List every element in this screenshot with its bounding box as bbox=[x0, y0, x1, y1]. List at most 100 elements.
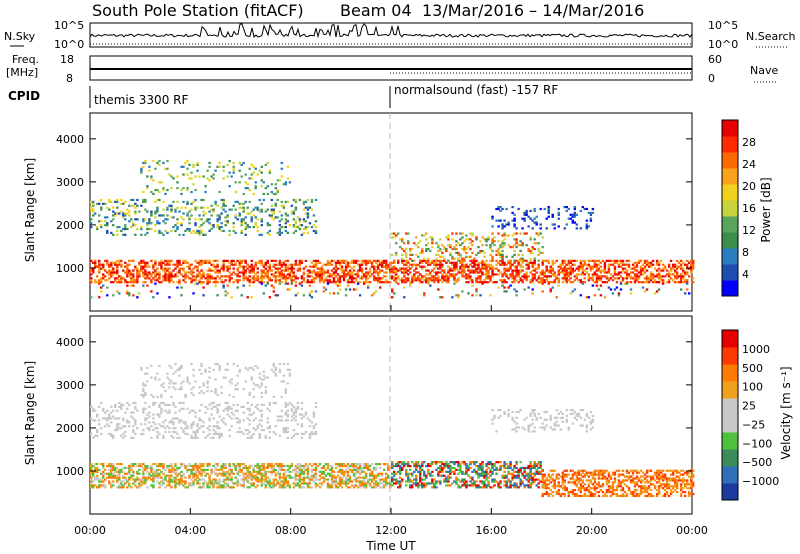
power-cell bbox=[559, 263, 562, 266]
power-cell bbox=[272, 218, 276, 221]
velocity-cell bbox=[174, 478, 177, 481]
velocity-cell bbox=[409, 480, 412, 483]
power-cell bbox=[150, 259, 153, 262]
power-cell bbox=[425, 269, 428, 272]
power-cell bbox=[489, 279, 492, 282]
velocity-cell bbox=[278, 466, 282, 470]
power-cell bbox=[112, 261, 115, 264]
power-cell bbox=[218, 214, 221, 217]
velocity-cell bbox=[96, 462, 99, 466]
power-cell bbox=[603, 296, 607, 299]
velocity-cell bbox=[360, 470, 364, 473]
velocity-cell bbox=[459, 486, 462, 489]
velocity-cell bbox=[543, 479, 546, 482]
velocity-cell bbox=[551, 473, 554, 476]
power-cell bbox=[451, 255, 454, 258]
velocity-cell bbox=[306, 472, 310, 475]
power-cell bbox=[184, 275, 187, 278]
power-cell bbox=[499, 255, 502, 258]
power-cell bbox=[322, 263, 326, 266]
velocity-cell bbox=[170, 466, 173, 470]
power-cell bbox=[467, 277, 470, 280]
power-cell bbox=[240, 218, 243, 221]
velocity-cell bbox=[407, 478, 410, 481]
power-cell bbox=[184, 273, 187, 276]
velocity-cell bbox=[200, 472, 203, 475]
power-cell bbox=[186, 173, 189, 176]
power-cell bbox=[441, 275, 444, 278]
velocity-cell bbox=[210, 468, 213, 472]
power-cell bbox=[503, 261, 506, 264]
velocity-cell bbox=[362, 484, 366, 487]
power-cell bbox=[350, 277, 354, 280]
velocity-cell bbox=[425, 464, 428, 468]
power-cell bbox=[491, 238, 494, 241]
power-cell bbox=[136, 218, 139, 221]
velocity-cell bbox=[571, 469, 574, 472]
power-cell bbox=[407, 242, 410, 245]
power-cell bbox=[475, 259, 478, 262]
velocity-cell bbox=[254, 478, 257, 481]
power-cell bbox=[595, 265, 599, 268]
velocity-cell bbox=[411, 461, 414, 464]
power-cell bbox=[280, 281, 284, 284]
velocity-cell bbox=[200, 468, 203, 472]
velocity-cell bbox=[184, 486, 187, 489]
velocity-cell bbox=[461, 461, 464, 464]
velocity-cell bbox=[535, 462, 538, 466]
velocity-cell bbox=[417, 462, 420, 466]
power-cell bbox=[254, 222, 257, 225]
power-cell bbox=[437, 271, 440, 274]
velocity-cell bbox=[429, 474, 432, 477]
power-cell bbox=[278, 271, 282, 274]
power-cell bbox=[146, 175, 149, 178]
velocity-cell bbox=[475, 472, 478, 475]
power-cell bbox=[529, 217, 532, 220]
power-cell bbox=[158, 198, 161, 202]
power-cell bbox=[623, 267, 627, 270]
power-cell bbox=[509, 261, 512, 264]
power-cell bbox=[256, 218, 259, 221]
velocity-cell bbox=[302, 482, 306, 485]
power-cell bbox=[286, 214, 290, 217]
velocity-cell bbox=[481, 466, 484, 470]
velocity-cell bbox=[220, 468, 223, 472]
power-cell bbox=[176, 175, 179, 178]
velocity-cell bbox=[194, 466, 197, 470]
power-cell bbox=[304, 225, 308, 229]
power-cell bbox=[497, 232, 500, 235]
velocity-cell bbox=[336, 462, 340, 466]
power-cell bbox=[489, 294, 492, 297]
velocity-cell bbox=[356, 462, 360, 466]
power-cell bbox=[595, 279, 599, 282]
velocity-cell bbox=[188, 484, 191, 487]
velocity-cell bbox=[487, 462, 490, 466]
velocity-cell bbox=[523, 466, 526, 470]
power-cell bbox=[320, 275, 324, 278]
power-cell bbox=[380, 269, 384, 272]
power-cell bbox=[214, 265, 217, 268]
power-cell bbox=[244, 271, 247, 274]
power-cell bbox=[639, 265, 643, 268]
velocity-cell bbox=[158, 474, 161, 477]
power-cell bbox=[569, 292, 572, 295]
power-cell bbox=[577, 273, 581, 276]
velocity-cell bbox=[112, 464, 115, 468]
velocity-cell bbox=[286, 464, 290, 468]
power-cell bbox=[397, 261, 400, 264]
velocity-cell bbox=[98, 486, 101, 489]
power-cell bbox=[266, 161, 269, 165]
velocity-cell bbox=[270, 486, 273, 489]
power-cell bbox=[236, 269, 239, 272]
power-cell bbox=[314, 229, 318, 233]
velocity-cell bbox=[481, 461, 484, 464]
velocity-cell bbox=[533, 464, 536, 468]
power-cell bbox=[260, 224, 263, 227]
power-cell bbox=[98, 271, 101, 274]
power-cell bbox=[521, 227, 524, 230]
velocity-cell bbox=[409, 464, 412, 468]
power-cell bbox=[675, 275, 679, 278]
power-cell bbox=[445, 273, 448, 276]
power-cell bbox=[413, 273, 416, 276]
